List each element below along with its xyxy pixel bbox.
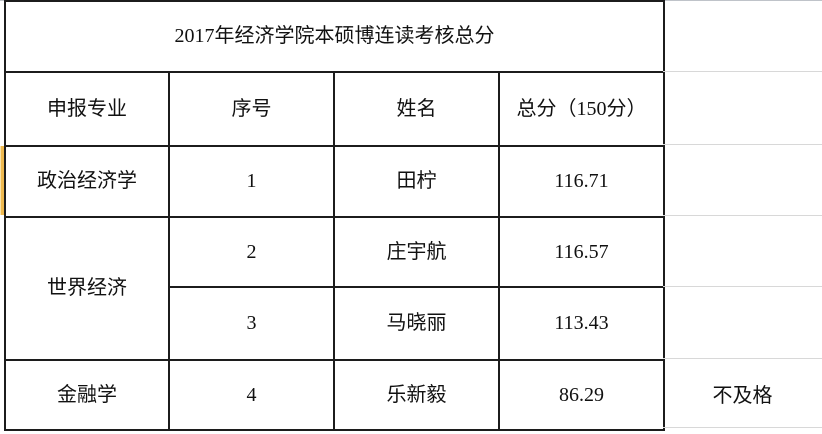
cell-score[interactable]: 116.57 bbox=[498, 216, 665, 288]
cell-number[interactable]: 2 bbox=[168, 216, 335, 288]
cell-score[interactable]: 116.71 bbox=[498, 145, 665, 218]
table-row-title: 2017年经济学院本硕博连读考核总分 bbox=[4, 0, 665, 73]
cell-name[interactable]: 马晓丽 bbox=[333, 286, 500, 361]
cell-major[interactable]: 政治经济学 bbox=[4, 145, 170, 218]
cell-name[interactable]: 庄宇航 bbox=[333, 216, 500, 288]
col-header-name[interactable]: 姓名 bbox=[333, 71, 500, 147]
cell-number[interactable]: 4 bbox=[168, 359, 335, 431]
table-row: 3 马晓丽 113.43 bbox=[5, 286, 665, 361]
cell-name[interactable]: 乐新毅 bbox=[333, 359, 500, 431]
table-row-header: 申报专业 序号 姓名 总分（150分） bbox=[4, 71, 665, 147]
table-row: 政治经济学 1 田柠 116.71 bbox=[4, 145, 665, 218]
gridline bbox=[663, 71, 822, 72]
gridline bbox=[663, 358, 822, 359]
gridline bbox=[663, 144, 822, 145]
cell-major-merged[interactable]: 世界经济 bbox=[4, 216, 170, 361]
col-header-score[interactable]: 总分（150分） bbox=[498, 71, 665, 147]
table-row: 金融学 4 乐新毅 86.29 bbox=[4, 359, 665, 431]
cell-name[interactable]: 田柠 bbox=[333, 145, 500, 218]
cell-major[interactable]: 金融学 bbox=[4, 359, 170, 431]
gridline bbox=[663, 427, 822, 428]
cell-number[interactable]: 1 bbox=[168, 145, 335, 218]
col-header-major[interactable]: 申报专业 bbox=[4, 71, 170, 147]
scores-table: 2017年经济学院本硕博连读考核总分 申报专业 序号 姓名 总分（150分） 政… bbox=[4, 0, 665, 431]
cell-score[interactable]: 113.43 bbox=[498, 286, 665, 361]
gridline bbox=[663, 286, 822, 287]
remark-cell-fail[interactable]: 不及格 bbox=[712, 384, 773, 407]
col-header-number[interactable]: 序号 bbox=[168, 71, 335, 147]
table-title-cell[interactable]: 2017年经济学院本硕博连读考核总分 bbox=[4, 0, 665, 73]
gridline bbox=[663, 215, 822, 216]
cell-score[interactable]: 86.29 bbox=[498, 359, 665, 431]
cell-number[interactable]: 3 bbox=[168, 286, 335, 361]
table-row: 世界经济 2 庄宇航 116.57 bbox=[4, 216, 665, 361]
row-highlight-strip bbox=[0, 146, 4, 215]
